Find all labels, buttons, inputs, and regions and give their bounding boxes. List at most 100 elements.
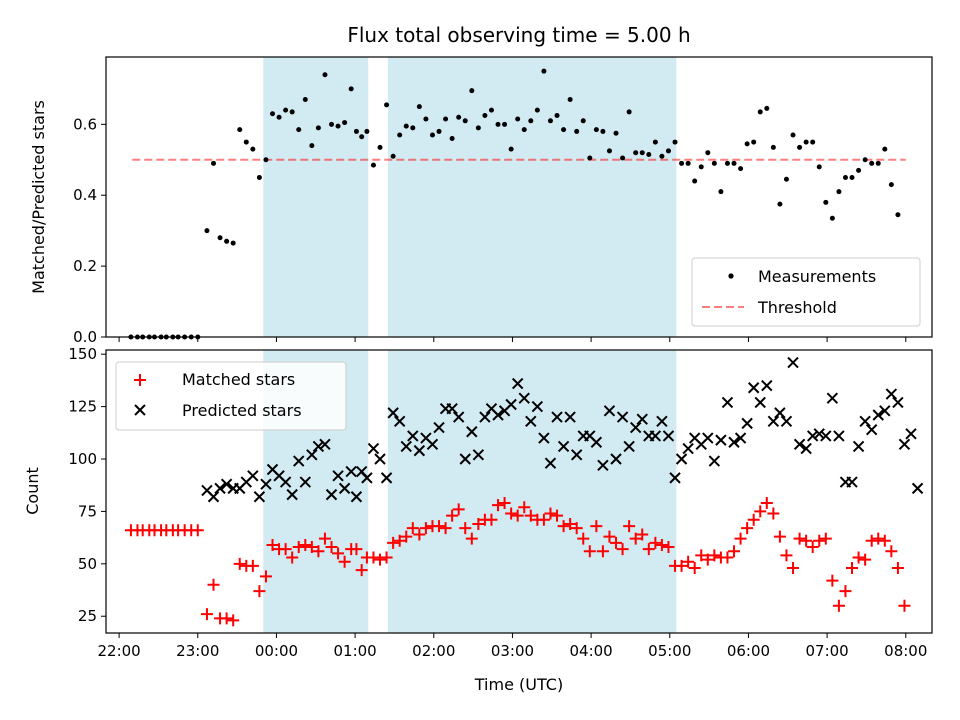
measurement-point: [462, 118, 468, 124]
bottom-legend-box: [115, 361, 347, 431]
measurement-point: [237, 127, 243, 133]
bottom-panel: 25 50 75 100 125 150 22:00 23:00 00:00 01:00 02:0…: [23, 345, 933, 694]
predicted-stars-point: [859, 415, 871, 427]
measurement-point: [541, 68, 547, 74]
measurement-point: [639, 150, 645, 156]
legend-measurements-marker: [728, 273, 734, 279]
measurement-point: [679, 160, 685, 166]
x-axis-label: Time (UTC): [474, 675, 563, 694]
predicted-stars-point: [911, 482, 924, 495]
measurement-point: [410, 125, 416, 131]
x-tick-label: 01:00: [333, 642, 376, 660]
x-tick-label: 04:00: [569, 642, 612, 660]
measurement-point: [849, 175, 855, 181]
legend-measurements-label: Measurements: [758, 267, 876, 286]
measurement-point: [744, 141, 750, 147]
measurement-point: [515, 116, 521, 122]
predicted-stars-point: [505, 398, 517, 411]
measurement-point: [335, 123, 341, 129]
measurement-point: [449, 136, 455, 142]
measurement-point: [508, 146, 514, 152]
measurement-point: [250, 146, 256, 152]
top-shaded-intervals: [263, 57, 677, 337]
matched-stars-point: [332, 547, 345, 560]
predicted-stars-point: [675, 453, 688, 465]
predicted-stars-point: [511, 377, 524, 390]
top-axes-frame: [105, 56, 933, 338]
measurement-point: [757, 109, 763, 115]
measurement-point: [263, 157, 269, 163]
measurement-point: [620, 155, 626, 161]
predicted-stars-point: [590, 436, 603, 448]
predicted-stars-point: [380, 472, 393, 484]
predicted-stars-point: [833, 430, 845, 442]
measurement-point: [810, 139, 816, 145]
predicted-stars-point: [780, 415, 793, 427]
matched-stars-point: [355, 564, 368, 577]
matched-stars-point: [603, 530, 616, 543]
matched-stars-point: [813, 534, 826, 547]
predicted-stars-point: [338, 482, 351, 495]
predicted-stars-point: [479, 411, 491, 423]
predicted-stars-point: [557, 440, 570, 453]
matched-stars-point: [865, 534, 878, 547]
y-tick-label: 0.0: [73, 328, 97, 346]
legend-predicted-marker: [134, 404, 146, 416]
measurement-point: [862, 157, 868, 163]
predicted-stars-point: [220, 478, 233, 490]
matched-stars-point: [642, 543, 655, 556]
matched-stars-point: [318, 532, 331, 545]
measurement-point: [342, 120, 348, 126]
matched-stars-point: [721, 551, 734, 564]
x-tick-label: 08:00: [884, 642, 927, 660]
predicted-stars-point: [629, 421, 642, 434]
predicted-stars-point: [761, 379, 773, 392]
measurement-point: [488, 107, 494, 113]
predicted-stars-point: [669, 472, 681, 484]
predicted-stars-point: [774, 407, 786, 419]
predicted-stars-point: [865, 423, 878, 436]
bottom-x-ticks: 22:00 23:00 00:00 01:00 02:00 03:00 04:00 05:00…: [97, 633, 927, 660]
chart-title: Flux total observing time = 5.00 h: [347, 23, 690, 47]
measurement-point: [587, 155, 593, 161]
predicted-stars-point: [813, 428, 825, 440]
predicted-stars-point: [293, 455, 305, 467]
measurement-point: [469, 88, 475, 94]
matched-stars-point: [596, 545, 609, 558]
predicted-stars-point: [806, 430, 819, 442]
measurement-point: [315, 125, 321, 131]
x-tick-label: 06:00: [727, 642, 770, 660]
matched-stars-point: [305, 541, 318, 554]
measurement-point: [665, 148, 671, 154]
predicted-stars-point: [767, 415, 780, 427]
predicted-stars-point: [279, 476, 292, 488]
predicted-stars-point: [367, 442, 380, 455]
matched-stars-point: [610, 536, 623, 549]
matched-stars-point: [537, 513, 550, 526]
measurement-point: [403, 123, 409, 129]
predicted-stars-point: [656, 415, 668, 427]
predicted-stars-point: [407, 430, 419, 442]
x-tick-label: 22:00: [97, 642, 140, 660]
predicted-stars-point: [466, 426, 478, 438]
matched-stars-point: [728, 545, 741, 558]
measurement-point: [436, 128, 442, 134]
matched-stars-point: [891, 562, 904, 575]
matched-stars-point: [557, 520, 570, 533]
matched-stars-point: [227, 614, 240, 627]
measurement-point: [888, 182, 894, 188]
measurement-point: [718, 189, 724, 195]
measurement-point: [283, 107, 289, 113]
predicted-stars-point: [649, 430, 662, 442]
measurement-point: [353, 128, 359, 134]
matched-stars-point: [200, 608, 213, 621]
y-tick-label: 125: [68, 398, 97, 416]
measurement-point: [895, 212, 901, 218]
measurement-point: [731, 160, 737, 166]
matched-stars-point: [655, 538, 668, 551]
y-tick-label: 0.6: [73, 115, 97, 133]
measurement-point: [836, 189, 842, 195]
x-tick-label: 07:00: [805, 642, 848, 660]
measurement-point: [646, 151, 652, 157]
measurement-point: [423, 116, 429, 122]
